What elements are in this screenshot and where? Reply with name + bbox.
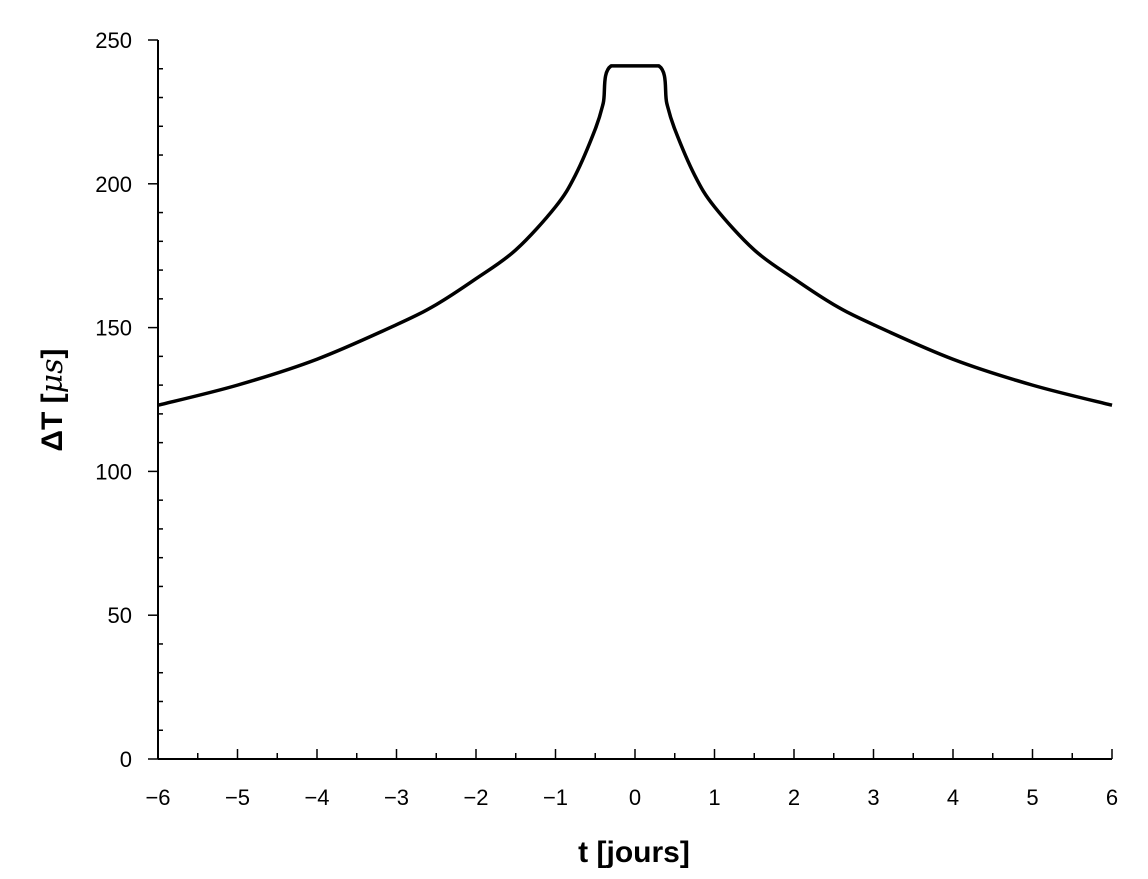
x-tick-label: 6	[1106, 785, 1118, 810]
x-tick-label: 2	[788, 785, 800, 810]
y-axis-title-prefix: ΔT [	[36, 393, 69, 451]
y-tick-label: 100	[95, 459, 132, 484]
x-tick-label: −1	[543, 785, 568, 810]
y-tick-label: 50	[108, 603, 132, 628]
series-line	[157, 64, 1113, 407]
axis-ticks	[148, 39, 1113, 760]
x-tick-label: −3	[384, 785, 409, 810]
y-tick-label: 200	[95, 172, 132, 197]
x-axis-title: t [jours]	[578, 836, 690, 869]
x-tick-label: 0	[629, 785, 641, 810]
x-tick-label: 4	[947, 785, 959, 810]
y-axis-title-unit-symbol: μs	[35, 358, 70, 393]
x-tick-label: −5	[225, 785, 250, 810]
axis-tick-labels: −6 −5 −4 −3 −2 −1 0 1 2 3 4 5 6 0 50 100 150 200 250	[95, 28, 1118, 810]
axes	[157, 40, 1112, 760]
y-tick-label: 250	[95, 28, 132, 53]
y-tick-label: 150	[95, 316, 132, 341]
x-tick-label: −6	[145, 785, 170, 810]
x-tick-label: 1	[708, 785, 720, 810]
y-tick-label: 0	[120, 747, 132, 772]
x-tick-label: 3	[867, 785, 879, 810]
y-axis-title: ΔT [μs]	[35, 348, 70, 451]
plot-area	[157, 64, 1113, 407]
x-tick-label: −2	[463, 785, 488, 810]
y-axis-title-suffix: ]	[36, 348, 69, 358]
x-tick-label: 5	[1026, 785, 1038, 810]
x-tick-label: −4	[304, 785, 329, 810]
